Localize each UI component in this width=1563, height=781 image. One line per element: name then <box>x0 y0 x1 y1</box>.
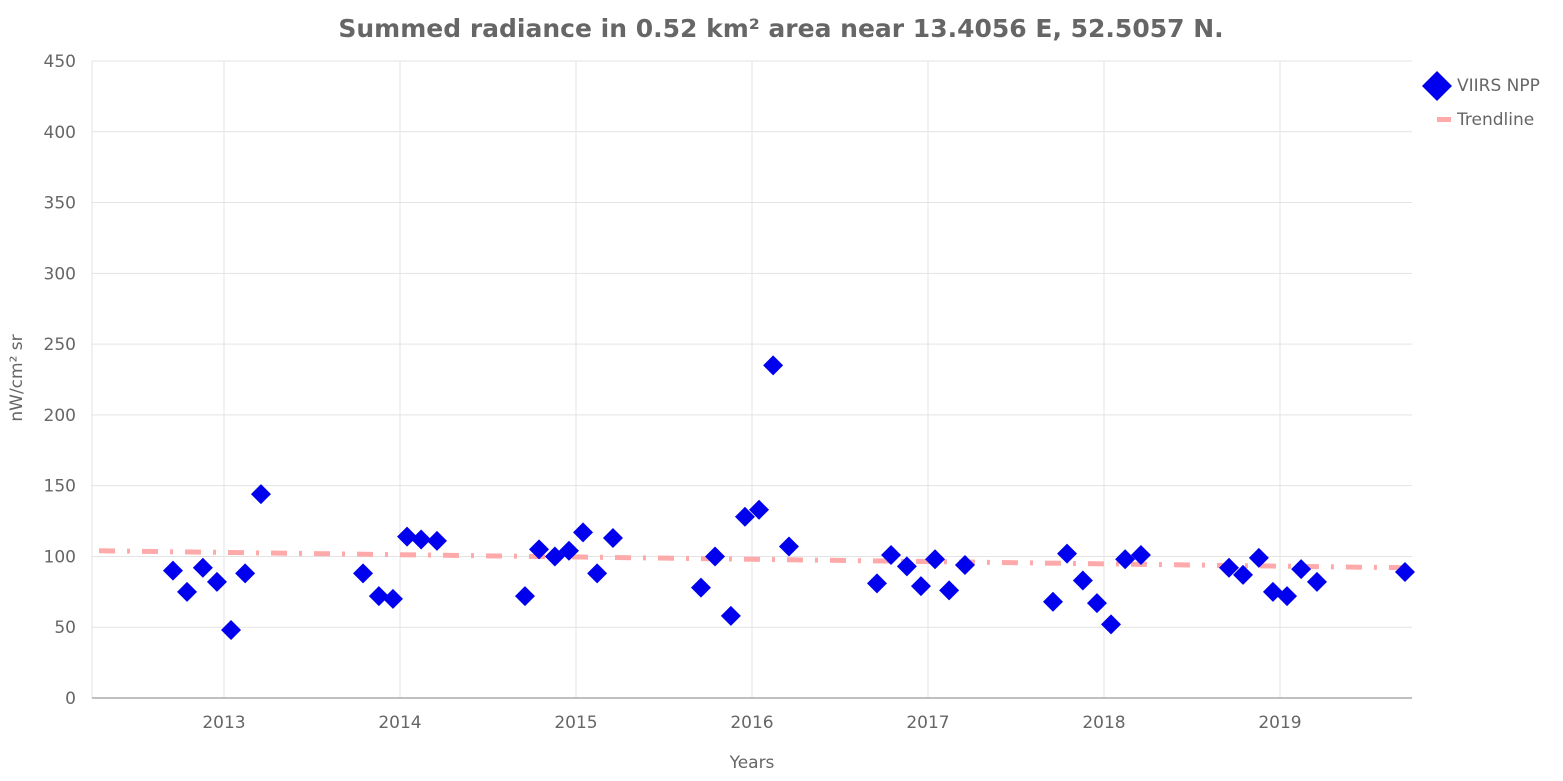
data-point[interactable] <box>778 536 799 557</box>
x-tick-label: 2013 <box>202 713 245 733</box>
y-tick-label: 450 <box>44 52 76 72</box>
data-point[interactable] <box>866 573 887 594</box>
data-point[interactable] <box>397 526 418 547</box>
data-point[interactable] <box>939 580 960 601</box>
data-point[interactable] <box>1218 557 1239 578</box>
y-tick-label: 400 <box>44 123 76 143</box>
data-point[interactable] <box>749 499 770 520</box>
data-point[interactable] <box>602 528 623 549</box>
data-point[interactable] <box>1130 545 1151 566</box>
trendline <box>99 548 1405 571</box>
y-tick-label: 150 <box>44 477 76 497</box>
data-point[interactable] <box>896 556 917 577</box>
data-point[interactable] <box>1057 543 1078 564</box>
data-point[interactable] <box>1086 593 1107 614</box>
grid <box>91 60 1412 698</box>
data-point[interactable] <box>514 586 535 607</box>
data-point[interactable] <box>206 571 227 592</box>
y-tick-label: 350 <box>44 194 76 214</box>
y-tick-label: 50 <box>54 618 76 638</box>
data-point[interactable] <box>1101 614 1122 635</box>
data-point[interactable] <box>426 530 447 551</box>
data-point[interactable] <box>720 605 741 626</box>
data-point[interactable] <box>573 522 594 543</box>
data-point[interactable] <box>1394 562 1415 583</box>
data-point[interactable] <box>162 560 183 581</box>
data-point[interactable] <box>529 539 550 560</box>
data-point[interactable] <box>1042 591 1063 612</box>
data-point[interactable] <box>1306 571 1327 592</box>
data-point[interactable] <box>925 549 946 570</box>
data-point[interactable] <box>954 554 975 575</box>
data-point[interactable] <box>1115 549 1136 570</box>
data-point[interactable] <box>235 563 256 584</box>
data-point[interactable] <box>763 355 784 376</box>
legend-marker-trendline <box>1437 117 1451 122</box>
data-point[interactable] <box>192 557 213 578</box>
y-tick-label: 100 <box>44 547 76 567</box>
y-tick-label: 200 <box>44 406 76 426</box>
data-point[interactable] <box>177 581 198 602</box>
data-point[interactable] <box>690 577 711 598</box>
data-point[interactable] <box>1248 547 1269 568</box>
x-axis-label: Years <box>729 753 775 773</box>
trendline-layer <box>99 548 1405 571</box>
data-point[interactable] <box>221 620 242 641</box>
y-axis-label: nW/cm² sr <box>7 334 27 421</box>
data-point[interactable] <box>368 586 389 607</box>
data-point[interactable] <box>1291 559 1312 580</box>
data-point[interactable] <box>382 588 403 609</box>
x-tick-label: 2019 <box>1258 713 1301 733</box>
data-point[interactable] <box>734 506 755 527</box>
data-point[interactable] <box>1072 570 1093 591</box>
points-layer <box>162 355 1415 641</box>
legend[interactable]: VIIRS NPP Trendline <box>1422 71 1540 130</box>
y-tick-label: 250 <box>44 335 76 355</box>
x-tick-label: 2016 <box>730 713 773 733</box>
axes: 0 50 100 150 200 250 300 350 400 450 2013 2014 2015 2… <box>44 52 1412 733</box>
data-point[interactable] <box>705 546 726 567</box>
data-point[interactable] <box>1233 564 1254 585</box>
data-point[interactable] <box>411 529 432 550</box>
data-point[interactable] <box>558 540 579 561</box>
data-point[interactable] <box>250 484 271 505</box>
x-tick-label: 2015 <box>554 713 597 733</box>
legend-label-trendline: Trendline <box>1456 110 1534 130</box>
data-point[interactable] <box>587 563 608 584</box>
x-tick-label: 2018 <box>1082 713 1125 733</box>
chart-title: Summed radiance in 0.52 km² area near 13… <box>338 14 1223 43</box>
legend-marker-viirs-npp <box>1422 71 1452 101</box>
y-tick-label: 0 <box>65 689 76 709</box>
data-point[interactable] <box>1277 586 1298 607</box>
y-tick-label: 300 <box>44 264 76 284</box>
x-tick-label: 2014 <box>378 713 421 733</box>
legend-label-viirs-npp: VIIRS NPP <box>1457 76 1540 96</box>
data-point[interactable] <box>910 576 931 597</box>
data-point[interactable] <box>353 563 374 584</box>
x-tick-label: 2017 <box>906 713 949 733</box>
data-point[interactable] <box>881 545 902 566</box>
